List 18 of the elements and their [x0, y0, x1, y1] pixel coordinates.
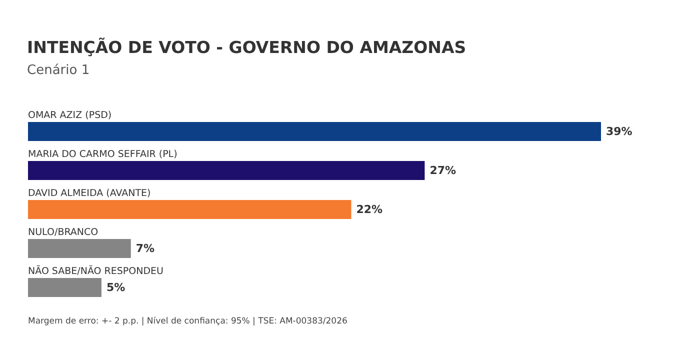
bar — [28, 239, 131, 258]
data-label: 27% — [430, 164, 456, 177]
text: Margem de erro: +- 2 p.p. | Nível de confiança: 95% | TSE: AM-00383/2026 — [28, 316, 348, 326]
chart-title: INTENÇÃO DE VOTO - GOVERNO DO AMAZONAS — [27, 37, 466, 57]
bar — [28, 278, 102, 297]
chart-subtitle: Cenário 1 — [27, 63, 90, 78]
y-tick-label: DAVID ALMEIDA (AVANTE) — [28, 188, 151, 199]
bar — [28, 122, 601, 141]
y-tick-label: NULO/BRANCO — [28, 227, 98, 238]
data-label: 5% — [106, 281, 126, 294]
data-label: 39% — [606, 125, 632, 138]
y-tick-label: MARIA DO CARMO SEFFAIR (PL) — [28, 149, 178, 160]
data-label: 7% — [136, 242, 155, 255]
data-label: 22% — [356, 203, 383, 216]
y-tick-label: OMAR AZIZ (PSD) — [28, 110, 112, 121]
bar — [28, 161, 425, 180]
bar — [28, 200, 352, 219]
y-tick-label: NÃO SABE/NÃO RESPONDEU — [28, 265, 164, 277]
